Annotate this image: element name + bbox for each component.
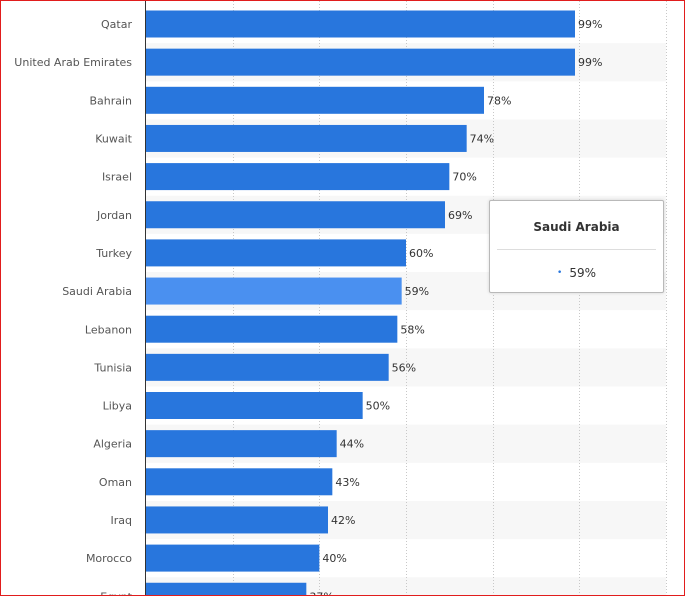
bar-jordan[interactable] <box>146 201 445 229</box>
bar-tunisia[interactable] <box>146 353 389 381</box>
bar-kuwait[interactable] <box>146 124 467 152</box>
value-label: 99% <box>578 18 602 31</box>
bar-egypt[interactable] <box>146 582 307 596</box>
value-label: 59% <box>405 285 429 298</box>
category-label: Turkey <box>95 247 132 260</box>
bar-qatar[interactable] <box>146 10 575 38</box>
bar-israel[interactable] <box>146 163 450 191</box>
category-label: Lebanon <box>85 323 132 336</box>
value-label: 44% <box>340 438 364 451</box>
value-label: 43% <box>335 476 359 489</box>
value-label: 58% <box>400 323 424 336</box>
tooltip-value: 59% <box>569 266 596 280</box>
bars <box>146 10 575 596</box>
bar-morocco[interactable] <box>146 544 320 572</box>
bar-algeria[interactable] <box>146 430 337 458</box>
category-label: Egypt <box>100 590 132 596</box>
value-label: 40% <box>322 552 346 565</box>
bar-lebanon[interactable] <box>146 315 398 343</box>
bar-turkey[interactable] <box>146 239 406 267</box>
category-label: Libya <box>103 400 132 413</box>
bar-iraq[interactable] <box>146 506 328 534</box>
tooltip-divider <box>497 249 656 250</box>
category-label: Bahrain <box>89 94 132 107</box>
value-label: 42% <box>331 514 355 527</box>
category-label: Oman <box>99 476 132 489</box>
value-label: 78% <box>487 94 511 107</box>
value-label: 50% <box>366 400 390 413</box>
bar-libya[interactable] <box>146 392 363 419</box>
category-label: Morocco <box>86 552 132 565</box>
value-label: 70% <box>452 171 476 184</box>
tooltip: Saudi Arabia • 59% <box>489 200 664 293</box>
category-label: Tunisia <box>93 361 132 374</box>
category-labels: Qatar United Arab Emirates Bahrain Kuwait Is… <box>14 18 133 596</box>
category-label: Saudi Arabia <box>62 285 132 298</box>
category-label: Qatar <box>101 18 132 31</box>
category-label: Iraq <box>111 514 133 527</box>
category-label: Algeria <box>93 438 132 451</box>
value-label: 99% <box>578 56 602 69</box>
bar-bahrain[interactable] <box>146 86 484 114</box>
bar-united-arab-emirates[interactable] <box>146 48 575 76</box>
value-label: 60% <box>409 247 433 260</box>
category-label: Israel <box>102 171 132 184</box>
value-label: 37% <box>309 590 333 596</box>
value-label: 74% <box>470 133 494 146</box>
tooltip-title: Saudi Arabia <box>533 220 620 234</box>
value-label: 69% <box>448 209 472 222</box>
value-labels: 99% 99% 78% 74% 70% 69% 60% 59% 58% 56% 50% 44% 43% 4… <box>309 18 602 596</box>
category-label: Jordan <box>96 209 132 222</box>
tooltip-value-row: • 59% <box>490 266 663 280</box>
category-label: Kuwait <box>95 133 132 146</box>
bar-oman[interactable] <box>146 468 333 496</box>
category-label: United Arab Emirates <box>14 56 132 69</box>
series-marker-icon: • <box>557 268 563 278</box>
value-label: 56% <box>392 361 416 374</box>
bar-saudi-arabia[interactable] <box>146 277 402 305</box>
